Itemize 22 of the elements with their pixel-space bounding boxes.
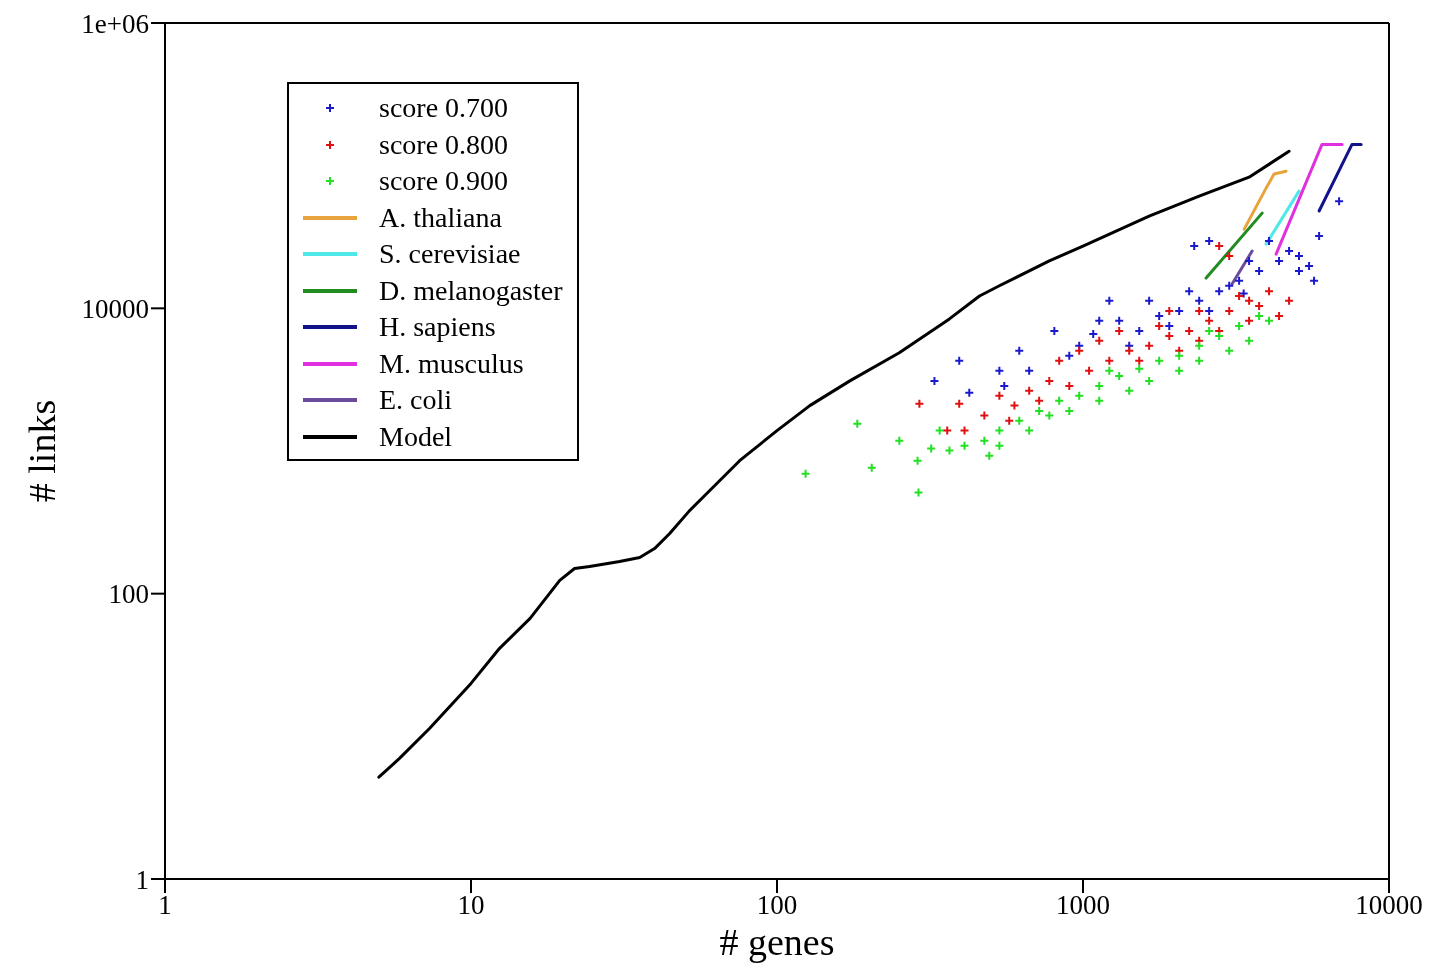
legend-label: A. thaliana <box>379 200 502 235</box>
legend-label: S. cerevisiae <box>379 237 521 271</box>
x-tick-label: 1 <box>158 890 172 921</box>
legend-label: score 0.700 <box>379 91 509 125</box>
x-tick-label: 1000 <box>1056 890 1110 921</box>
y-axis-title: # links <box>21 399 64 503</box>
x-axis-title: # genes <box>719 921 835 963</box>
legend-label: Model <box>379 419 453 454</box>
y-tick-label: 100 <box>108 579 149 610</box>
legend-label: E. coli <box>379 383 453 417</box>
line-series <box>1242 169 1288 231</box>
legend-label: H. sapiens <box>379 310 496 344</box>
legend-label: M. musculus <box>379 346 524 381</box>
x-tick-label: 10000 <box>1355 890 1423 921</box>
x-tick-label: 100 <box>756 890 798 921</box>
y-tick-label: 1e+06 <box>81 8 149 39</box>
x-tick-label: 10 <box>457 890 485 921</box>
y-tick-label: 1 <box>135 864 149 895</box>
y-tick-label: 10000 <box>81 293 149 324</box>
legend-label: score 0.800 <box>379 127 509 162</box>
legend-label: D. melanogaster <box>379 273 563 308</box>
legend-label: score 0.900 <box>379 164 509 198</box>
